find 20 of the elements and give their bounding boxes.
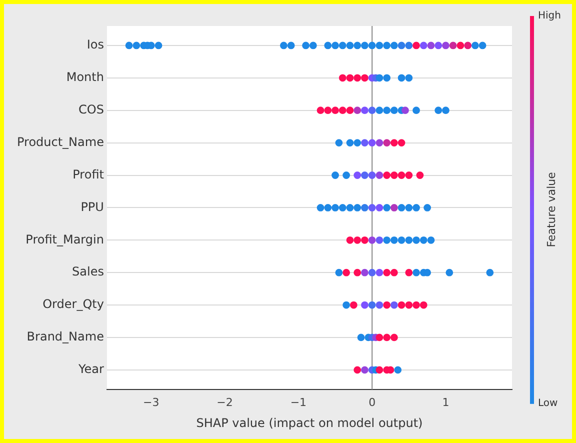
y-tick-label: Sales [72,264,104,279]
x-tick-label: 0 [368,396,376,409]
x-axis-title: SHAP value (impact on model output) [196,416,423,430]
color-bar-title: Feature value [544,172,558,248]
color-bar-label: High [538,10,561,22]
y-tick-label: Product_Name [16,134,104,149]
x-tick-label: −2 [216,396,233,409]
color-bar-label: Low [538,398,558,409]
x-tick-label: −1 [290,396,307,409]
y-tick-label: PPU [80,200,104,214]
y-tick-label: Year [78,362,104,376]
y-tick-label: Brand_Name [26,330,104,344]
y-tick-label: COS [78,102,104,116]
y-tick-label: Profit [72,167,104,182]
x-tick-label: −3 [143,396,160,409]
y-tick-label: Month [66,70,104,84]
y-tick-label: Ios [86,38,104,52]
y-tick-label: Profit_Margin [26,232,104,246]
x-tick-label: 1 [442,396,450,409]
y-tick-label: Order_Qty [42,297,104,312]
